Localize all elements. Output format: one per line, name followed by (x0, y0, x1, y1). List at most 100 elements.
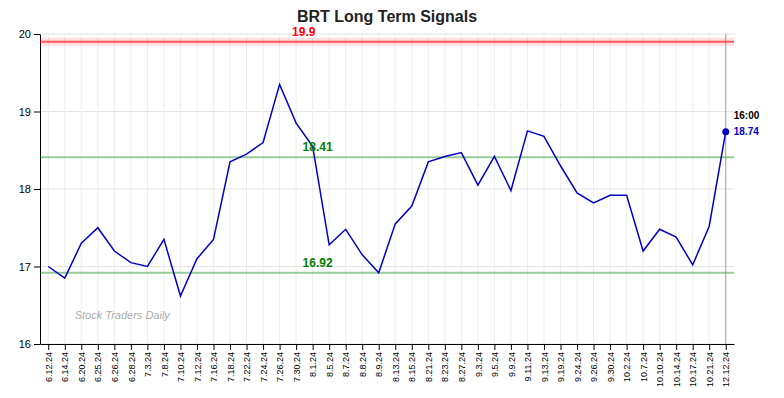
x-tick-mark (709, 344, 710, 350)
x-tick-label: 10.10.24 (655, 352, 665, 387)
x-grid-line (312, 34, 313, 344)
x-tick: 7.16.24 (209, 344, 219, 382)
x-tick-mark (643, 344, 644, 350)
x-tick-mark (214, 344, 215, 350)
x-tick: 10.21.24 (705, 344, 715, 387)
y-tick-label: 19 (19, 106, 31, 118)
x-tick: 9.26.24 (589, 344, 599, 382)
x-tick-mark (114, 344, 115, 350)
x-tick-label: 8.21.24 (424, 352, 434, 382)
x-tick: 7.3.24 (143, 344, 153, 377)
x-grid-line (296, 34, 297, 344)
x-tick-label: 10.21.24 (705, 352, 715, 387)
x-grid-line (196, 34, 197, 344)
x-tick: 10.10.24 (655, 344, 665, 387)
chart: 6.12.246.14.246.20.246.25.246.26.246.28.… (0, 0, 784, 398)
last-point-label: 18.74 (734, 126, 759, 137)
x-tick-label: 9.19.24 (556, 352, 566, 382)
x-tick: 9.5.24 (490, 344, 500, 377)
last-point (722, 128, 729, 135)
x-tick: 8.1.24 (308, 344, 318, 377)
y-tick: 19 (19, 106, 40, 118)
x-grid-line (494, 34, 495, 344)
y-tick-mark (34, 267, 40, 268)
x-grid-line (610, 34, 611, 344)
x-tick-mark (164, 344, 165, 350)
x-grid-line (428, 34, 429, 344)
labels: 19.918.4116.9216:0018.74Stock Traders Da… (75, 25, 760, 321)
x-grid-line (560, 34, 561, 344)
x-tick-mark (346, 344, 347, 350)
x-tick-label: 8.8.24 (358, 352, 368, 377)
x-grid-line (81, 34, 82, 344)
y-tick-mark (34, 34, 40, 35)
x-grid-line (329, 34, 330, 344)
x-grid-line (692, 34, 693, 344)
y-tick-mark (34, 344, 40, 345)
x-grid-line (477, 34, 478, 344)
last-point-label: 16:00 (734, 110, 760, 121)
x-tick: 9.19.24 (556, 344, 566, 382)
x-tick: 6.20.24 (77, 344, 87, 382)
x-tick-label: 9.9.24 (507, 352, 517, 377)
reference-line (40, 41, 734, 43)
x-tick: 6.26.24 (110, 344, 120, 382)
x-tick-mark (627, 344, 628, 350)
y-grid-line (40, 189, 734, 190)
x-tick: 8.27.24 (457, 344, 467, 382)
x-tick-mark (230, 344, 231, 350)
title: BRT Long Term Signals (297, 8, 477, 25)
y-tick: 20 (19, 28, 40, 40)
x-tick: 8.5.24 (325, 344, 335, 377)
x-tick: 9.11.24 (523, 344, 533, 381)
x-tick-mark (561, 344, 562, 350)
x-grid-line (130, 34, 131, 344)
x-tick-label: 12.12.24 (721, 352, 731, 387)
y-grid-line (40, 111, 734, 112)
x-grid-line (97, 34, 98, 344)
x-tick-mark (379, 344, 380, 350)
x-tick: 8.8.24 (358, 344, 368, 377)
x-tick-mark (527, 344, 528, 350)
x-tick-label: 7.3.24 (143, 352, 153, 377)
x-tick: 8.15.24 (407, 344, 417, 382)
x-tick: 6.12.24 (44, 344, 54, 382)
x-tick: 7.24.24 (259, 344, 269, 382)
x-tick-mark (131, 344, 132, 350)
x-tick: 8.13.24 (391, 344, 401, 382)
x-tick-mark (660, 344, 661, 350)
x-tick-mark (511, 344, 512, 350)
x-tick-label: 9.5.24 (490, 352, 500, 377)
x-tick: 10.17.24 (688, 344, 698, 387)
x-tick-label: 9.24.24 (573, 352, 583, 382)
x-axis-line (41, 344, 735, 345)
x-tick-mark (726, 344, 727, 350)
x-tick-mark (147, 344, 148, 350)
x-grid-line (643, 34, 644, 344)
x-tick: 10.7.24 (639, 344, 649, 382)
x-tick: 7.8.24 (160, 344, 170, 377)
x-tick-label: 8.5.24 (325, 352, 335, 377)
x-tick-mark (65, 344, 66, 350)
x-tick: 10.2.24 (622, 344, 632, 382)
reference-label: 18.41 (303, 140, 333, 154)
x-tick: 12.12.24 (721, 344, 731, 387)
y-tick: 16 (19, 338, 40, 350)
x-tick-label: 6.25.24 (93, 352, 103, 382)
x-tick-label: 9.13.24 (540, 352, 550, 382)
x-tick-mark (494, 344, 495, 350)
x-tick-mark (81, 344, 82, 350)
x-grid-line (659, 34, 660, 344)
x-grid-line (147, 34, 148, 344)
x-tick-mark (280, 344, 281, 350)
y-axis: 1617181920 (19, 28, 41, 350)
y-tick: 18 (19, 183, 40, 195)
x-tick-label: 6.20.24 (77, 352, 87, 382)
x-tick: 9.9.24 (507, 344, 517, 377)
resistance-band (40, 38, 734, 46)
x-tick-label: 8.27.24 (457, 352, 467, 382)
x-tick: 9.30.24 (606, 344, 616, 382)
x-tick-label: 6.26.24 (110, 352, 120, 382)
x-tick-label: 7.16.24 (209, 352, 219, 382)
x-tick: 8.9.24 (374, 344, 384, 377)
